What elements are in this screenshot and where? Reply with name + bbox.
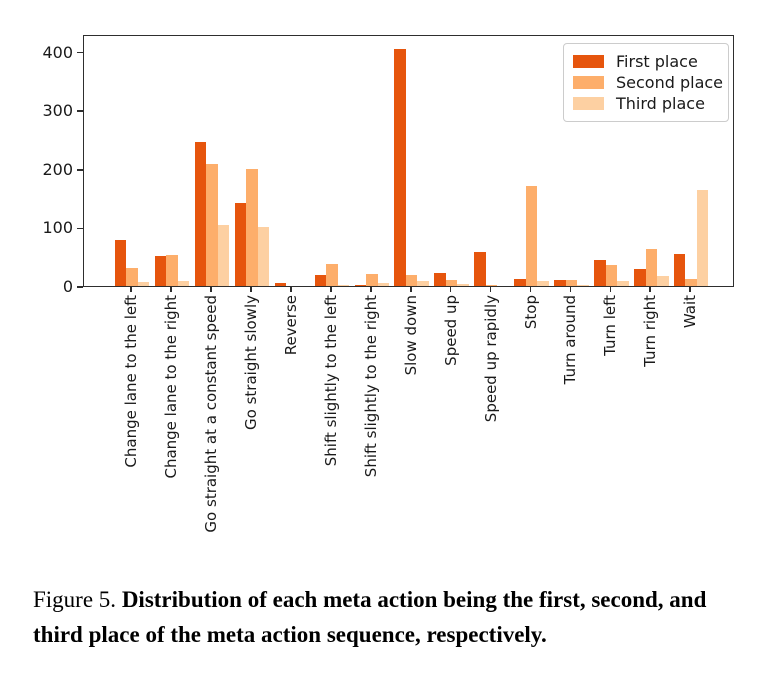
- x-tick-label: Shift slightly to the right: [361, 295, 380, 478]
- y-tick-mark: [77, 168, 83, 171]
- bar: [617, 281, 629, 286]
- y-tick-label: 0: [62, 277, 73, 296]
- bar: [605, 264, 618, 286]
- bar: [514, 278, 526, 286]
- x-tick-mark: [210, 287, 212, 292]
- y-tick-label: 400: [42, 42, 73, 62]
- bar: [166, 254, 178, 286]
- x-tick-label: Slow down: [401, 295, 420, 376]
- bar: [673, 253, 686, 286]
- bar: [217, 225, 230, 286]
- bar: [645, 249, 658, 286]
- y-tick-label: 100: [42, 218, 73, 238]
- bar: [206, 164, 218, 286]
- x-tick-label: Change lane to the right: [162, 295, 181, 479]
- x-tick-mark: [369, 287, 372, 292]
- bar: [554, 279, 566, 286]
- legend-swatch-icon: [573, 76, 604, 89]
- bar: [525, 185, 538, 286]
- legend-swatch-icon: [573, 55, 604, 68]
- legend-item: Third place: [573, 93, 718, 114]
- bar: [594, 259, 606, 286]
- legend-label: Third place: [616, 94, 705, 113]
- bar: [366, 274, 378, 286]
- legend-item: Second place: [573, 72, 723, 93]
- bar: [257, 226, 270, 286]
- y-tick-label: 300: [42, 101, 73, 121]
- bar: [474, 252, 486, 286]
- x-tick-label: Go straight slowly: [241, 295, 260, 430]
- x-tick-mark: [449, 287, 452, 292]
- bar: [445, 280, 458, 286]
- bar: [274, 283, 287, 286]
- bar: [696, 190, 709, 286]
- x-tick-label: Change lane to the left: [122, 295, 141, 468]
- bar: [137, 282, 150, 286]
- x-tick-label: Shift slightly to the left: [321, 295, 340, 467]
- y-tick-label: 200: [42, 159, 73, 179]
- x-tick-label: Stop: [521, 295, 540, 330]
- x-tick-mark: [489, 287, 492, 292]
- x-tick-label: Speed up rapidly: [481, 295, 500, 423]
- bar: [326, 264, 338, 286]
- bar: [337, 284, 350, 286]
- bar: [194, 141, 207, 286]
- x-tick-label: Turn right: [641, 295, 660, 367]
- x-tick-label: Reverse: [281, 295, 300, 356]
- bar: [405, 274, 418, 286]
- caption-text: Distribution of each meta action being t…: [33, 587, 707, 647]
- x-tick-label: Go straight at a constant speed: [202, 295, 221, 533]
- bar: [126, 267, 138, 286]
- x-tick-label: Turn around: [561, 295, 580, 385]
- bar: [634, 269, 646, 286]
- bar: [485, 285, 498, 286]
- x-tick-mark: [330, 287, 332, 292]
- figure-caption: Figure 5. Distribution of each meta acti…: [33, 583, 747, 652]
- legend-label: Second place: [616, 73, 724, 92]
- bar: [314, 274, 327, 286]
- x-tick-mark: [170, 287, 172, 292]
- legend-item: First place: [573, 51, 718, 72]
- bar: [394, 49, 406, 286]
- x-tick-mark: [250, 287, 252, 292]
- caption-prefix: Figure 5.: [33, 587, 117, 612]
- legend-label: First place: [616, 52, 698, 71]
- bar: [234, 203, 247, 286]
- bar: [457, 283, 469, 286]
- x-tick-mark: [290, 287, 292, 292]
- bar: [114, 239, 127, 286]
- bar: [565, 279, 578, 286]
- y-tick-mark: [77, 51, 83, 54]
- y-tick-mark: [77, 227, 83, 230]
- x-tick-mark: [130, 287, 132, 292]
- bar: [577, 284, 589, 286]
- y-tick-mark: [77, 110, 83, 112]
- x-tick-mark: [649, 287, 652, 292]
- bar: [657, 276, 669, 286]
- bar: [354, 284, 367, 286]
- x-tick-label: Turn left: [601, 295, 620, 356]
- bar: [246, 169, 258, 286]
- bar: [177, 280, 190, 286]
- x-tick-mark: [609, 287, 612, 292]
- bar: [434, 273, 446, 286]
- legend-swatch-icon: [573, 97, 604, 110]
- bar: [685, 278, 697, 286]
- bar: [537, 280, 549, 286]
- x-tick-mark: [689, 287, 691, 292]
- x-tick-label: Speed up: [441, 295, 460, 366]
- x-tick-mark: [529, 287, 532, 292]
- y-tick-mark: [77, 286, 83, 288]
- x-tick-label: Wait: [681, 295, 700, 329]
- legend: First place Second place Third place: [563, 43, 729, 122]
- bar: [377, 283, 390, 286]
- bar: [154, 256, 167, 286]
- x-tick-mark: [569, 287, 572, 292]
- bar: [417, 281, 429, 286]
- x-tick-mark: [409, 287, 412, 292]
